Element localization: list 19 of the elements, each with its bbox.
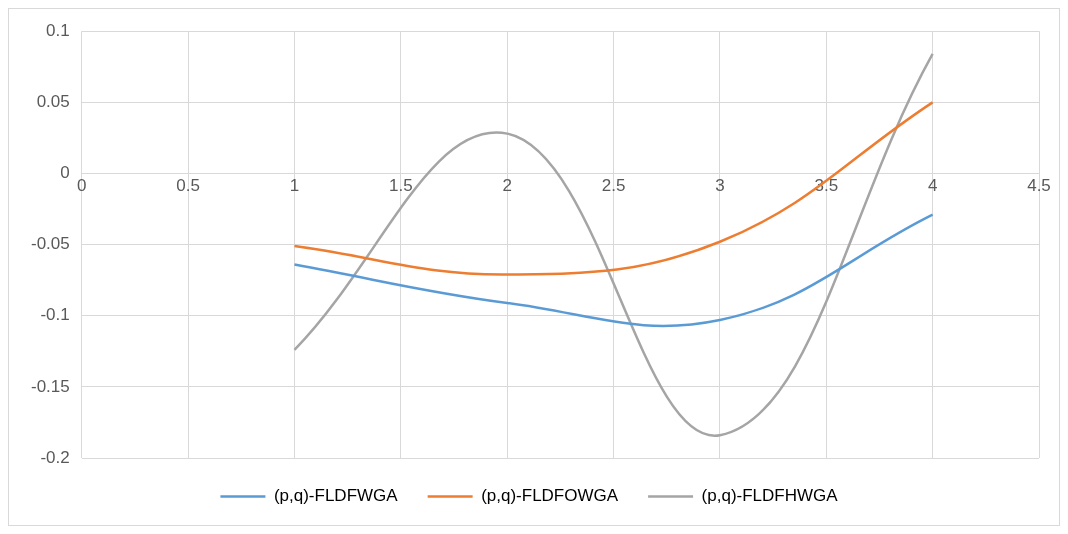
y-tick-label: 0.1 [46,20,70,40]
legend-label: (p,q)-FLDFOWGA [481,486,619,506]
x-tick-label: 2 [502,176,512,196]
y-tick-label: -0.1 [40,305,70,325]
x-tick-label: 1.5 [389,176,413,196]
x-tick-label: 0.5 [176,176,200,196]
x-tick-label: 2.5 [601,176,626,196]
x-tick-label: 4 [927,176,938,196]
y-tick-label: 0.05 [36,92,70,112]
y-tick-label: -0.2 [40,447,70,467]
x-tick-label: 3 [715,176,725,196]
y-tick-label: 0 [60,163,70,183]
x-tick-label: 4.5 [1027,176,1051,196]
legend-label: (p,q)-FLDFHWGA [701,486,839,506]
y-tick-label: -0.15 [31,376,70,396]
y-tick-label: -0.05 [31,234,70,254]
legend-label: (p,q)-FLDFWGA [273,486,399,506]
x-tick-label: 1 [289,176,300,196]
x-tick-label: 0 [77,176,87,196]
